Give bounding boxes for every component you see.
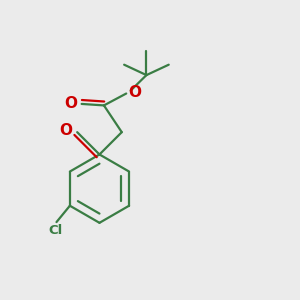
Text: O: O [129, 85, 142, 100]
Text: Cl: Cl [49, 224, 63, 238]
Text: O: O [59, 123, 72, 138]
Text: O: O [64, 95, 77, 110]
